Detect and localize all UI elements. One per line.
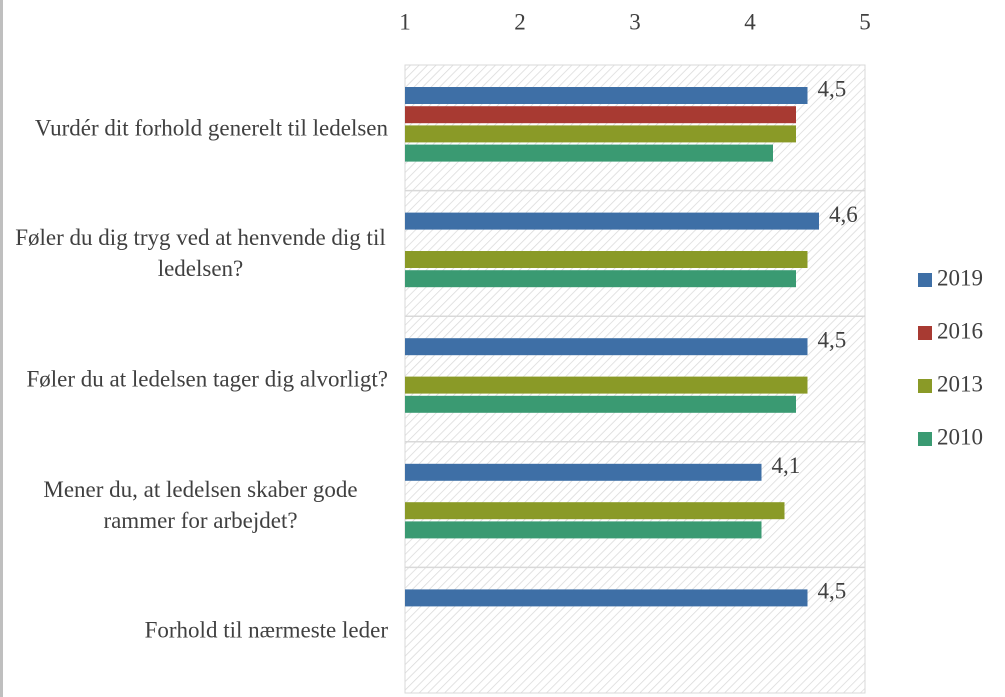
bar xyxy=(405,376,808,394)
category-text: Mener du, at ledelsen skaber gode rammer… xyxy=(43,476,358,533)
category-label: Føler du dig tryg ved at henvende dig ti… xyxy=(3,222,388,284)
legend-swatch xyxy=(918,379,932,393)
value-label: 4,1 xyxy=(772,453,801,478)
bar xyxy=(405,87,808,104)
page-edge xyxy=(0,0,3,697)
category-text: Vurdér dit forhold generelt til ledelsen xyxy=(34,115,388,141)
legend-swatch xyxy=(918,273,932,287)
category-label: Vurdér dit forhold generelt til ledelsen xyxy=(3,112,388,143)
bar xyxy=(405,395,796,413)
value-label: 4,5 xyxy=(818,327,847,352)
bar xyxy=(405,251,808,268)
category-text: Føler du at ledelsen tager dig alvorligt… xyxy=(26,366,389,392)
x-tick-label: 2 xyxy=(514,9,526,34)
bar xyxy=(405,502,785,520)
x-tick-label: 5 xyxy=(859,9,871,34)
category-label: Mener du, at ledelsen skaber gode rammer… xyxy=(3,474,388,536)
bar xyxy=(405,589,808,607)
value-label: 4,5 xyxy=(818,579,847,604)
value-label: 4,5 xyxy=(818,76,847,101)
bar xyxy=(405,125,796,143)
bar xyxy=(405,338,808,356)
category-text: Forhold til nærmeste leder xyxy=(144,617,388,643)
legend-label: 2013 xyxy=(937,371,983,396)
category-text: Føler du dig tryg ved at henvende dig ti… xyxy=(15,225,386,282)
x-tick-label: 1 xyxy=(399,9,411,34)
x-tick-label: 3 xyxy=(629,9,641,34)
bar xyxy=(405,521,762,539)
bar xyxy=(405,144,773,162)
category-label: Forhold til nærmeste leder xyxy=(3,615,388,646)
legend-label: 2019 xyxy=(937,265,983,290)
legend-label: 2010 xyxy=(937,424,983,449)
value-label: 4,6 xyxy=(829,202,858,227)
x-tick-label: 4 xyxy=(744,9,756,34)
legend-swatch xyxy=(918,326,932,340)
bar xyxy=(405,106,796,124)
legend-label: 2016 xyxy=(937,318,983,343)
bar xyxy=(405,212,819,230)
bar xyxy=(405,270,796,288)
legend-swatch xyxy=(918,432,932,446)
category-label: Føler du at ledelsen tager dig alvorligt… xyxy=(3,364,389,395)
bar xyxy=(405,463,762,481)
